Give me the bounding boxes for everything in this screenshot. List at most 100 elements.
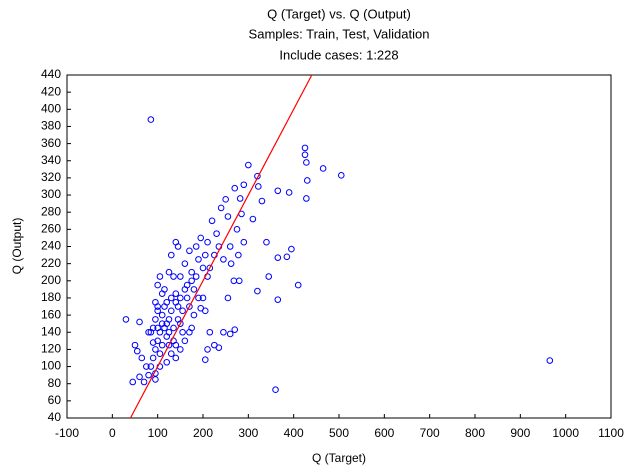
scatter-point [274,296,282,303]
scatter-point [235,277,243,285]
scatter-point [195,256,202,263]
scatter-point [206,264,214,272]
scatter-point [177,346,184,353]
scatter-point [319,165,327,172]
y-tick-label: 380 [41,119,61,133]
scatter-point [227,260,235,267]
scatter-point [274,254,282,261]
scatter-point [235,251,242,259]
scatter-point [186,247,193,255]
scatter-point [199,264,207,272]
scatter-point [231,184,239,192]
y-tick-label: 80 [48,376,62,390]
scatter-point [226,330,234,338]
scatter-point [245,161,252,169]
scatter-point [240,181,248,189]
scatter-point [263,238,270,246]
chart-subtitle: Samples: Train, Test, Validation [249,26,430,41]
scatter-point [294,281,302,289]
y-tick-label: 420 [41,84,61,98]
x-tick-label: 300 [238,426,258,440]
scatter-point [181,260,189,267]
scatter-point [152,376,159,383]
y-tick-label: 240 [41,239,61,253]
scatter-point [303,159,310,166]
scatter-point [158,311,166,319]
scatter-point [224,294,232,302]
scatter-point [236,195,244,202]
scatter-point [192,273,200,280]
scatter-point [186,303,193,310]
scatter-point [274,187,282,195]
scatter-point [217,204,225,212]
x-tick-label: 500 [329,426,349,440]
x-tick-label: 900 [510,426,530,440]
scatter-point [231,326,239,333]
scatter-point [224,213,232,220]
scatter-point [188,324,195,332]
scatter-point [183,294,191,302]
scatter-point [122,316,130,323]
scatter-point [149,339,157,346]
scatter-point [179,307,186,315]
scatter-point [163,358,171,366]
scatter-point [131,341,139,349]
x-tick-label: 1100 [598,426,624,440]
scatter-point [240,238,248,246]
scatter-point [172,290,180,297]
scatter-point [213,230,220,237]
y-tick-label: 400 [41,101,61,115]
y-tick-label: 320 [41,170,61,184]
y-tick-label: 340 [41,153,61,167]
scatter-point [233,226,241,233]
y-tick-label: 220 [41,256,61,270]
scatter-point [337,172,345,179]
y-tick-label: 120 [41,342,61,356]
scatter-point [211,341,218,349]
x-tick-label: 600 [374,426,394,440]
scatter-point [154,337,161,345]
scatter-point [154,303,161,310]
scatter-point [161,303,168,310]
scatter-point [192,243,200,250]
y-tick-label: 300 [41,187,61,201]
scatter-point [170,324,177,332]
scatter-point [220,256,227,263]
scatter-point [149,354,157,362]
x-tick-label: 1000 [552,426,579,440]
scatter-point [154,324,161,332]
scatter-point [154,281,161,289]
scatter-point [165,328,173,336]
scatter-point [129,378,137,386]
scatter-point [197,234,205,242]
scatter-point [283,253,291,261]
scatter-point [258,197,266,205]
scatter-point [161,286,168,293]
scatter-point [177,294,184,302]
y-tick-label: 60 [48,393,62,407]
scatter-point [226,243,234,250]
y-tick-label: 360 [41,136,61,150]
y-tick-label: 40 [48,410,62,424]
y-tick-label: 280 [41,204,61,218]
scatter-point [285,189,293,196]
scatter-point [190,286,198,293]
annotation: Include cases: 1:228 [279,47,398,62]
scatter-point [204,238,211,246]
scatter-point [165,341,173,349]
scatter-point [190,311,198,319]
scatter-point [165,268,173,276]
scatter-point [174,243,182,250]
x-tick-label: 700 [420,426,440,440]
scatter-point [201,356,209,363]
scatter-point [138,354,146,362]
reference-line [129,75,313,418]
x-tick-label: 100 [148,426,168,440]
scatter-point [143,363,150,370]
scatter-point [220,328,227,336]
y-tick-label: 160 [41,307,61,321]
scatter-point [156,273,164,280]
y-tick-label: 200 [41,273,61,287]
scatter-point [152,316,159,323]
